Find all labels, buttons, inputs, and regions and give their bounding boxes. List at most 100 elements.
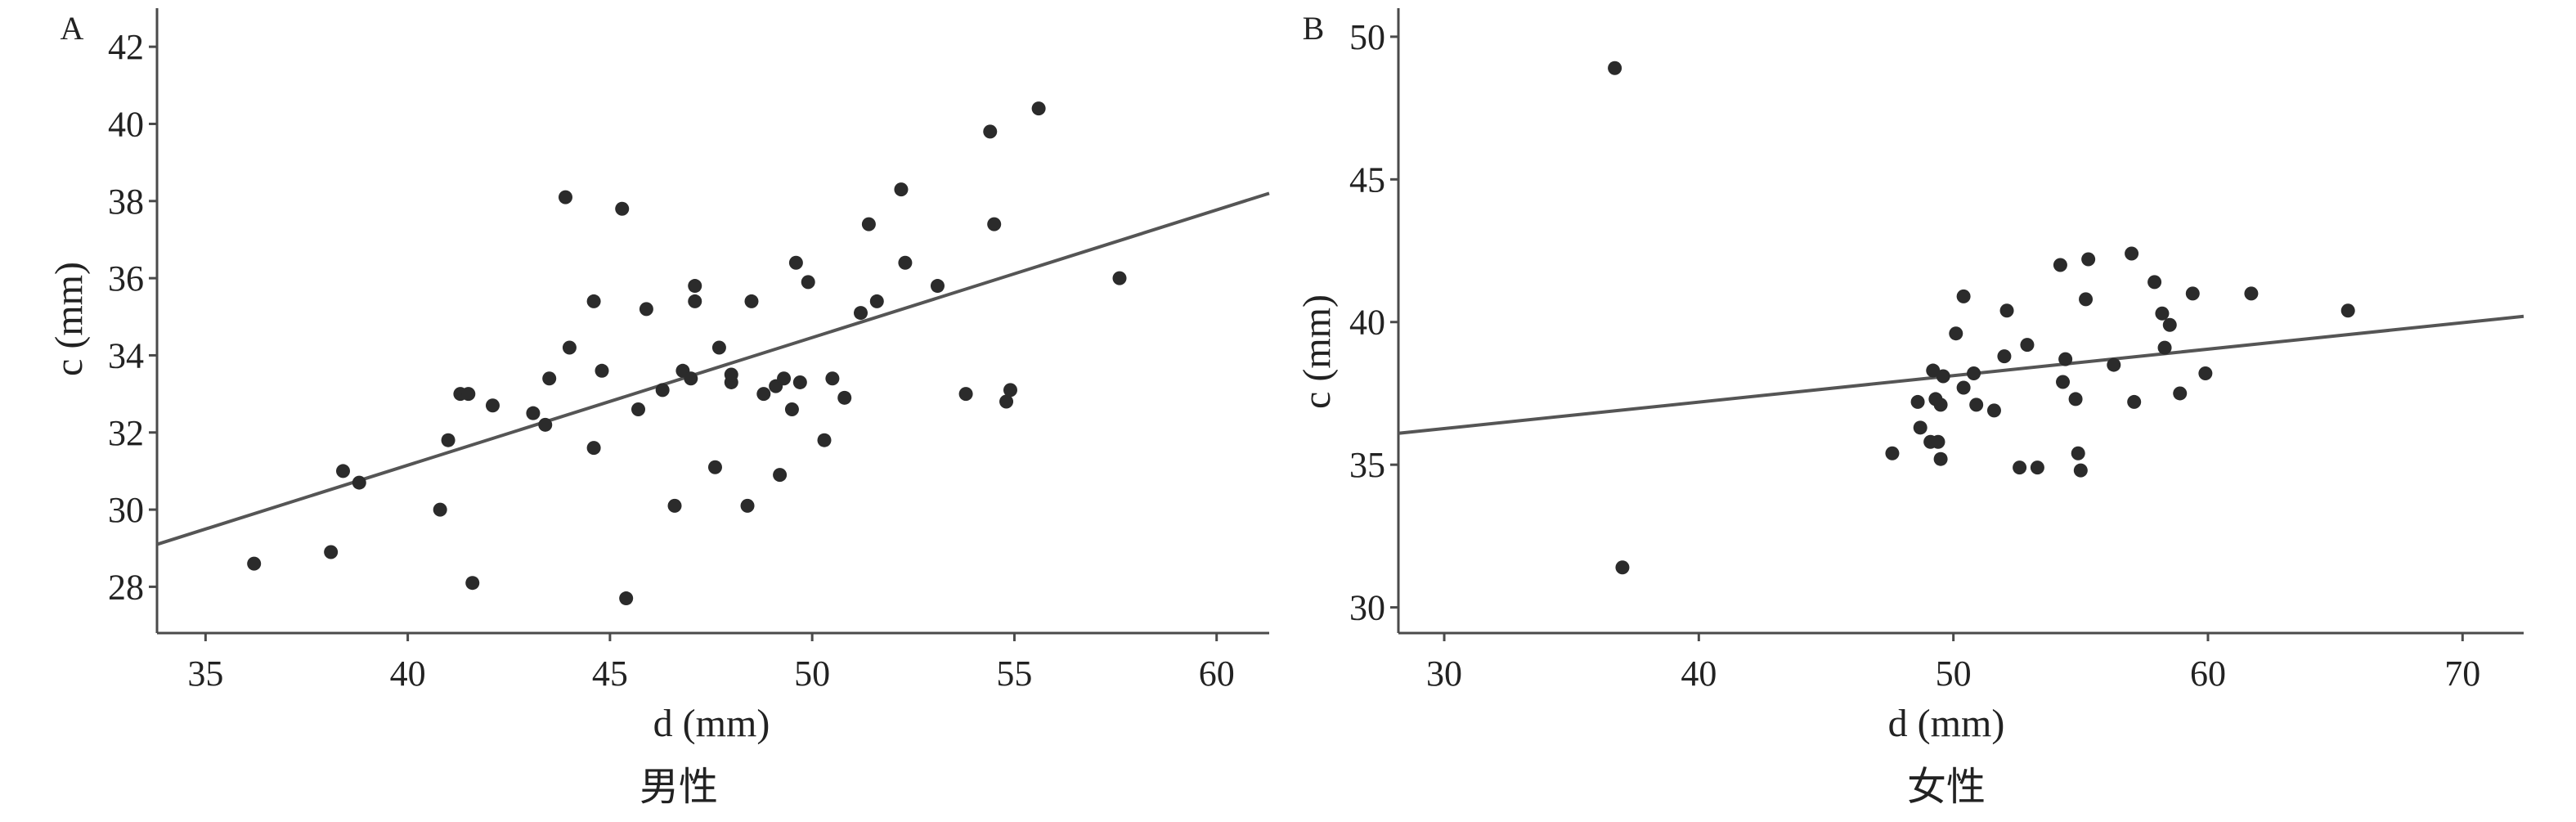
data-points: [1608, 61, 2355, 575]
regression-line: [156, 191, 1270, 546]
data-point: [2081, 252, 2096, 267]
data-point: [655, 383, 670, 398]
data-point: [441, 433, 456, 447]
data-point: [2147, 275, 2162, 290]
axes: [149, 8, 1269, 641]
data-point: [2079, 292, 2094, 307]
data-point: [526, 406, 541, 420]
data-points: [247, 101, 1127, 606]
panel-caption: 男性: [640, 764, 718, 810]
panel-a-male: A 35 40 45 50 55 60 28 30 32 34 36 38 40 42 d (mm) c…: [47, 8, 1270, 810]
data-point: [1956, 289, 1971, 303]
data-point: [987, 217, 1002, 231]
y-tick-labels: 28 30 32 34 36 38 40 42: [108, 27, 144, 607]
data-point: [465, 576, 480, 591]
x-tick-label: 50: [1936, 654, 1972, 694]
data-point: [684, 371, 698, 386]
data-point: [538, 417, 553, 432]
data-point: [1986, 403, 2001, 418]
data-point: [2107, 357, 2121, 372]
y-tick-label: 30: [1349, 588, 1385, 628]
data-point: [1885, 446, 1900, 460]
y-tick-label: 35: [1349, 445, 1385, 485]
y-tick-label: 34: [108, 335, 144, 375]
data-point: [2013, 460, 2027, 475]
data-point: [825, 371, 840, 386]
x-axis-title: d (mm): [653, 702, 770, 745]
data-point: [756, 387, 771, 402]
panel-label: A: [61, 10, 84, 47]
data-point: [2155, 306, 2170, 321]
data-point: [615, 201, 630, 216]
y-tick-labels: 30 35 40 45 50: [1349, 17, 1385, 628]
data-point: [744, 294, 759, 308]
data-point: [667, 498, 682, 513]
data-point: [2173, 386, 2188, 401]
data-point: [707, 460, 722, 474]
y-tick-label: 36: [108, 258, 144, 299]
data-point: [2340, 303, 2355, 318]
data-point: [2127, 394, 2142, 409]
data-point: [1926, 363, 1941, 378]
x-tick-label: 40: [1681, 654, 1717, 694]
data-point: [1969, 398, 1984, 412]
data-point: [586, 294, 601, 308]
data-point: [784, 402, 799, 416]
data-point: [958, 387, 973, 402]
data-point: [777, 371, 792, 386]
data-point: [558, 190, 572, 204]
fit-line-group: [156, 191, 1270, 546]
panel-label: B: [1303, 10, 1325, 47]
data-point: [2058, 352, 2073, 366]
data-point: [817, 433, 832, 447]
data-point: [485, 398, 500, 413]
data-point: [2073, 463, 2088, 478]
data-point: [1913, 420, 1928, 435]
data-point: [740, 498, 755, 513]
y-tick-label: 40: [108, 104, 144, 144]
y-tick-label: 45: [1349, 159, 1385, 200]
data-point: [1931, 434, 1945, 449]
x-tick-label: 50: [794, 654, 830, 694]
data-point: [247, 556, 262, 571]
data-point: [1949, 326, 1963, 341]
y-tick-label: 50: [1349, 17, 1385, 57]
x-tick-label: 70: [2444, 654, 2480, 694]
data-point: [837, 390, 852, 405]
data-point: [2071, 446, 2085, 460]
x-tick-label: 60: [1199, 654, 1235, 694]
data-point: [2162, 317, 2177, 332]
data-point: [433, 502, 447, 517]
fit-line-group: [1398, 314, 2524, 435]
x-tick-label: 35: [187, 654, 223, 694]
data-point: [1608, 61, 1622, 75]
panel-b-female: B 30 40 50 60 70 30 35 40 45 50 d (mm) c (mm) 女性: [1295, 8, 2524, 810]
x-tick-labels: 30 40 50 60 70: [1426, 654, 2480, 694]
data-point: [861, 217, 876, 231]
data-point: [586, 441, 601, 456]
data-point: [1999, 303, 2014, 318]
data-point: [688, 294, 702, 308]
data-point: [1997, 349, 2012, 364]
y-axis-title: c (mm): [1295, 294, 1339, 409]
data-point: [724, 367, 738, 382]
data-point: [854, 306, 868, 321]
y-tick-label: 32: [108, 413, 144, 453]
x-tick-label: 30: [1426, 654, 1462, 694]
data-point: [2198, 366, 2213, 381]
y-tick-label: 38: [108, 182, 144, 222]
data-point: [1956, 380, 1971, 395]
data-point: [2068, 392, 2083, 407]
data-point: [1967, 366, 1981, 381]
x-axis-title: d (mm): [1888, 702, 2005, 745]
data-point: [1910, 394, 1925, 409]
x-tick-labels: 35 40 45 50 55 60: [187, 654, 1234, 694]
data-point: [2020, 338, 2035, 353]
data-point: [1933, 398, 1948, 412]
data-point: [2125, 246, 2139, 261]
x-tick-label: 55: [996, 654, 1032, 694]
y-tick-label: 28: [108, 567, 144, 607]
data-point: [1003, 383, 1017, 398]
